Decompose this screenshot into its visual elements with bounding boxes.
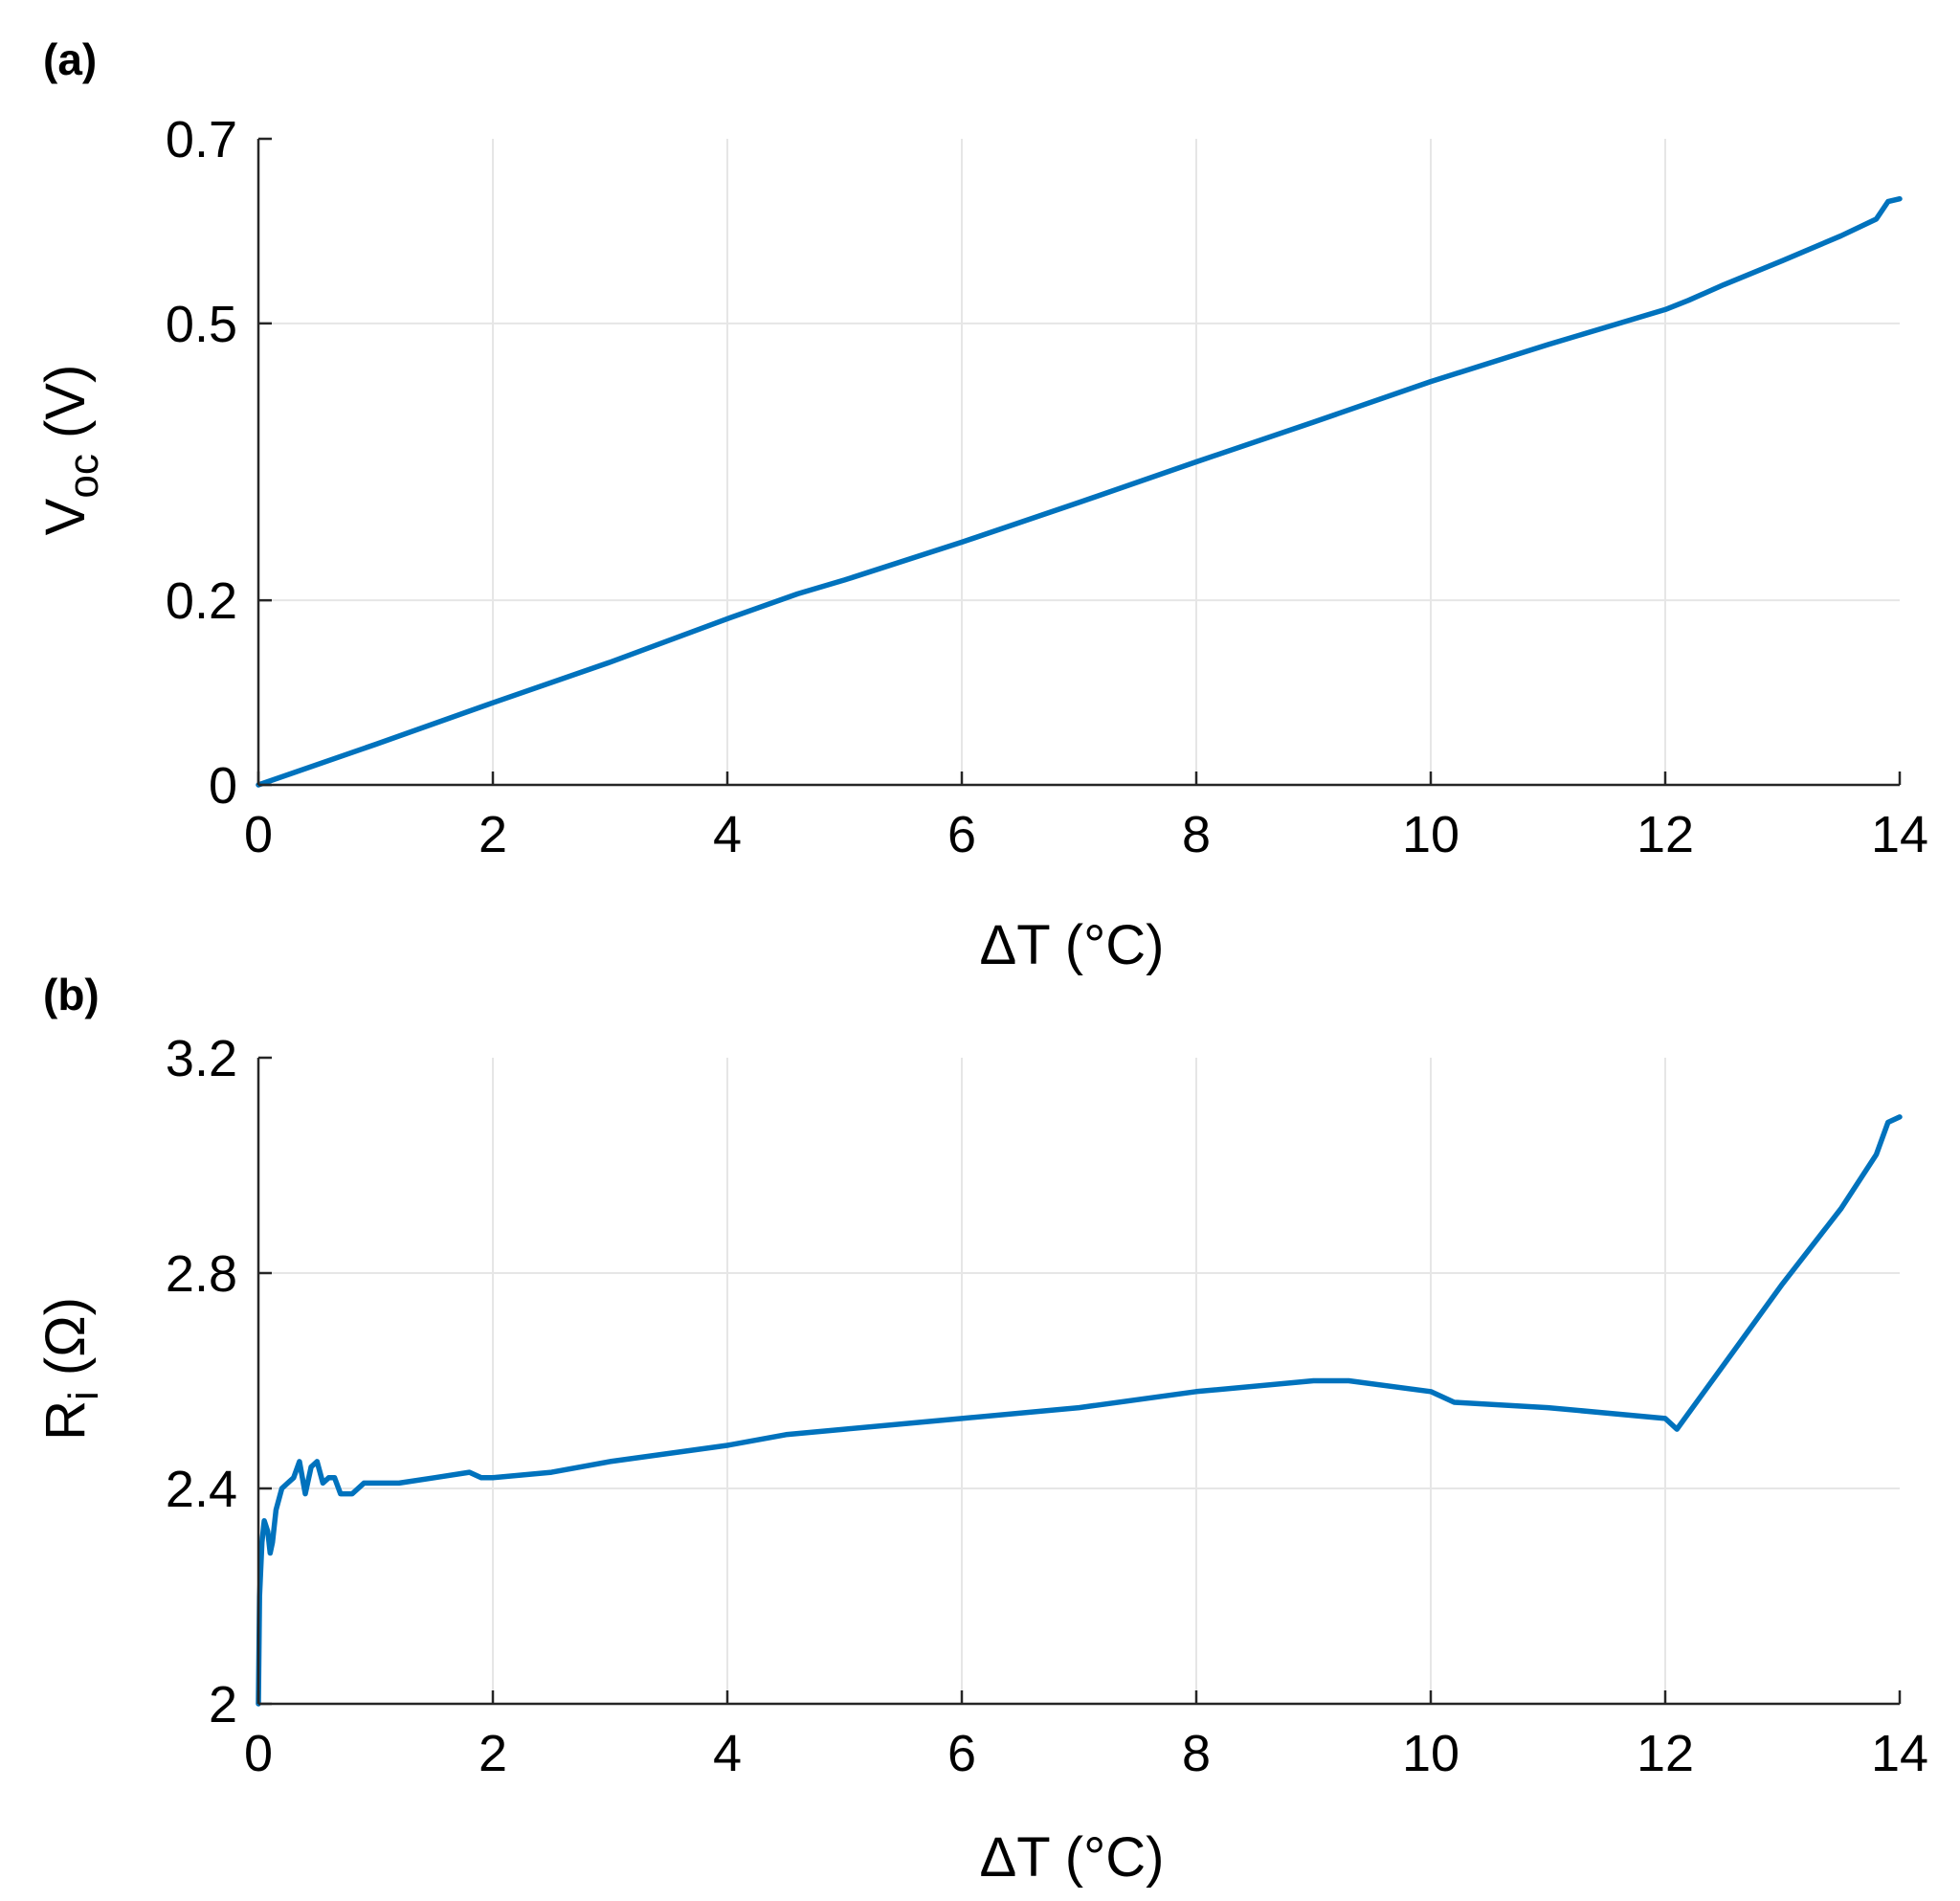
panel-a-ticks: 0 2 4 6 8 10 12 14 0 0.2 0.5 0.7: [166, 111, 1928, 863]
panel-b-y-label-sub: i: [60, 1391, 107, 1400]
panel-a-grid: [258, 139, 1900, 785]
panel-a-x-tick-label-6: 6: [947, 806, 976, 863]
panel-b-x-tick-label-4: 4: [713, 1725, 742, 1782]
panel-a-y-tick-label-0.2: 0.2: [166, 572, 237, 630]
panel-a-x-tick-label-14: 14: [1871, 806, 1928, 863]
panel-b-y-axis-title: Ri (Ω): [34, 1297, 107, 1441]
panel-a-label: (a): [43, 34, 97, 84]
panel-a-y-label-space: [34, 438, 97, 454]
panel-a-x-tick-label-10: 10: [1402, 806, 1459, 863]
panel-a-y-tick-label-0: 0: [209, 757, 237, 815]
panel-b-y-tick-label-2.4: 2.4: [166, 1461, 237, 1518]
panel-b-y-tick-label-2.8: 2.8: [166, 1245, 237, 1303]
panel-b-y-tick-label-2: 2: [209, 1676, 237, 1733]
panel-b-x-axis-title: ΔT (°C): [980, 1826, 1165, 1889]
panel-b-x-tick-label-12: 12: [1637, 1725, 1694, 1782]
panel-b-ri-line: [256, 1114, 1903, 1707]
panel-a-voc-line: [256, 195, 1903, 788]
panel-a-y-tick-label-0.5: 0.5: [166, 296, 237, 353]
panel-a-x-tick-label-12: 12: [1637, 806, 1694, 863]
panel-a-axes: [256, 139, 1900, 787]
panel-a-y-label-unit: (V): [34, 365, 97, 438]
panel-a-x-tick-label-8: 8: [1182, 806, 1211, 863]
panel-b-x-tick-label-2: 2: [479, 1725, 507, 1782]
panel-a: (a) 0 2 4 6 8 10 12 14 0 0.2 0.5 0.7 ΔT (°C) Voc (V…: [34, 34, 1928, 976]
panel-a-x-tick-label-2: 2: [479, 806, 507, 863]
panel-a-y-label-sub: oc: [60, 454, 107, 498]
panel-b-label: (b): [43, 970, 100, 1019]
panel-b-y-label-unit: (Ω): [34, 1297, 97, 1375]
panel-a-x-tick-label-4: 4: [713, 806, 742, 863]
panel-b-x-tick-label-6: 6: [947, 1725, 976, 1782]
panel-b-y-label-space: [34, 1375, 97, 1391]
panel-a-y-label-main: V: [34, 498, 97, 535]
panel-b-x-tick-label-14: 14: [1871, 1725, 1928, 1782]
panel-b-y-tick-label-3.2: 3.2: [166, 1030, 237, 1087]
panel-b-x-tick-label-10: 10: [1402, 1725, 1459, 1782]
panel-b-x-tick-label-0: 0: [244, 1725, 273, 1782]
panel-b-axes: [256, 1058, 1900, 1706]
panel-b-y-label-main: R: [34, 1400, 97, 1441]
panel-a-x-tick-label-0: 0: [244, 806, 273, 863]
panel-a-x-axis-title: ΔT (°C): [980, 914, 1165, 976]
panel-b-x-tick-label-8: 8: [1182, 1725, 1211, 1782]
panel-a-y-tick-label-0.7: 0.7: [166, 111, 237, 168]
panel-a-y-axis-title: Voc (V): [34, 365, 107, 536]
panel-b-grid: [258, 1058, 1900, 1704]
